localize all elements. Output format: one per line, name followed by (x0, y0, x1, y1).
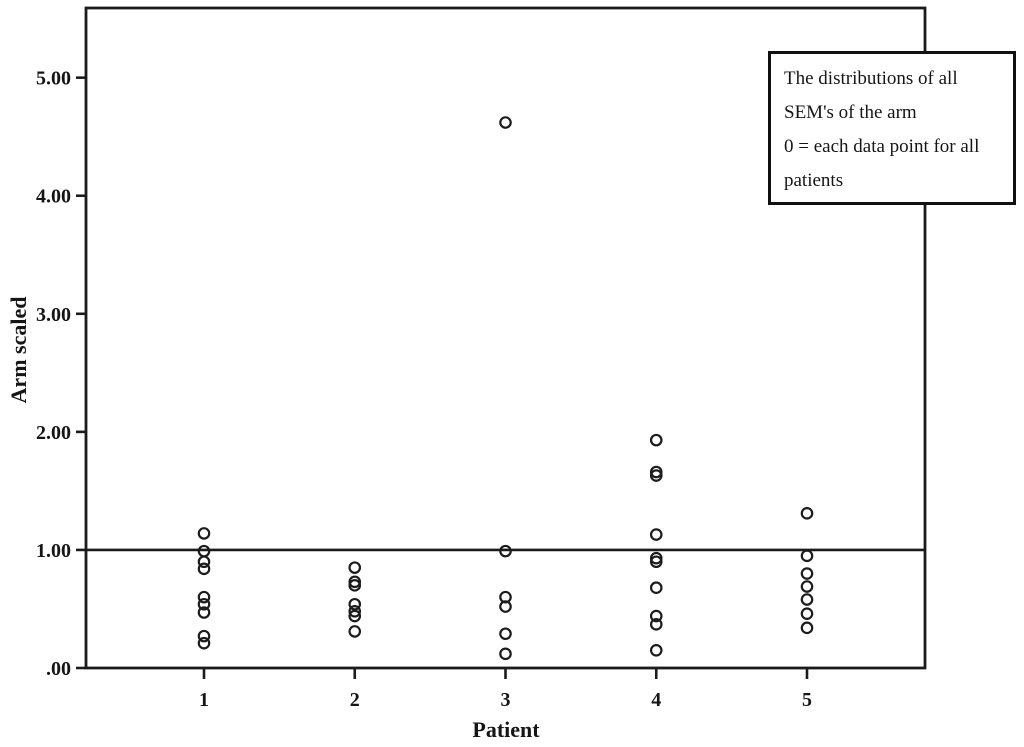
annotation-line-2: SEM's of the arm (784, 102, 917, 123)
chart-generated-layer: .00 1.00 2.00 3.00 4.00 5.00 1 2 3 4 5 (36, 68, 925, 711)
data-point (348, 597, 362, 611)
data-point (348, 625, 362, 638)
x-tick-label: 5 (802, 689, 812, 711)
annotation-box: The distributions of all SEM's of the ar… (768, 51, 1016, 205)
x-tick-label: 2 (350, 689, 360, 711)
data-point (649, 528, 663, 541)
data-point (197, 562, 211, 576)
data-point (197, 590, 211, 604)
data-point (800, 593, 814, 606)
data-point (499, 647, 512, 661)
data-point (649, 581, 663, 595)
data-point (800, 607, 814, 620)
x-axis-title: Patient (472, 717, 540, 742)
data-point (499, 600, 512, 613)
data-point (800, 507, 814, 520)
data-point (348, 561, 362, 574)
data-point (197, 555, 211, 569)
y-tick-label: .00 (46, 658, 71, 680)
x-tick-label: 4 (651, 689, 661, 711)
data-point (348, 609, 362, 623)
data-point (800, 621, 814, 635)
data-point (197, 606, 211, 619)
y-tick-label: 4.00 (36, 186, 71, 208)
data-point (800, 549, 814, 563)
data-point (649, 469, 663, 482)
data-point (197, 527, 211, 540)
data-point (649, 618, 663, 631)
annotation-line-4: patients (784, 170, 844, 191)
data-point (649, 609, 663, 623)
data-point (499, 544, 512, 558)
y-tick-label: 2.00 (36, 422, 71, 444)
data-point (499, 116, 512, 129)
y-tick-label: 1.00 (36, 540, 71, 562)
data-point (499, 627, 512, 641)
data-point (348, 579, 362, 592)
data-point (800, 567, 814, 580)
data-point (649, 433, 663, 447)
data-point (197, 629, 211, 643)
data-point (800, 580, 814, 593)
annotation-line-1: The distributions of all (784, 68, 958, 89)
x-tick-label: 3 (501, 689, 511, 711)
y-axis-title: Arm scaled (6, 297, 31, 404)
data-point (649, 555, 663, 569)
data-point (197, 597, 211, 611)
plot-frame (84, 6, 927, 670)
annotation-line-3: 0 = each data point for all (784, 136, 980, 157)
data-point (348, 605, 362, 618)
y-tick-label: 3.00 (36, 304, 71, 326)
x-tick-label: 1 (199, 689, 209, 711)
y-tick-label: 5.00 (36, 68, 71, 90)
data-point (649, 643, 663, 657)
data-point (197, 636, 211, 650)
